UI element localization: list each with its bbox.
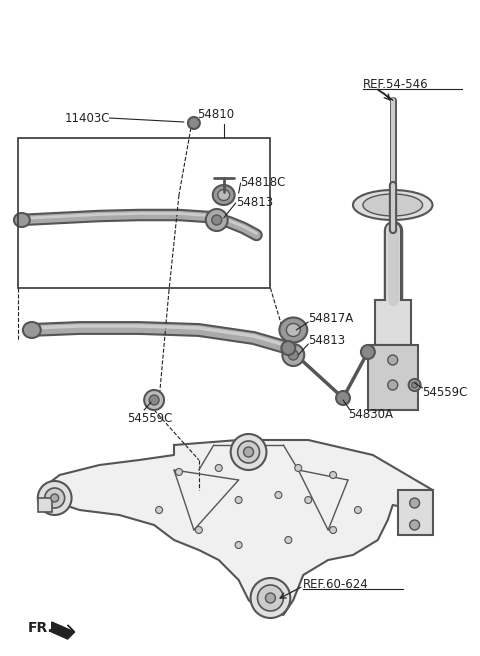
Circle shape xyxy=(215,464,222,472)
Circle shape xyxy=(243,447,253,457)
Circle shape xyxy=(354,506,361,514)
Polygon shape xyxy=(52,622,74,639)
Text: 54559C: 54559C xyxy=(127,411,173,424)
Circle shape xyxy=(388,380,398,390)
Circle shape xyxy=(361,345,375,359)
Circle shape xyxy=(330,527,336,533)
Circle shape xyxy=(38,481,72,515)
Circle shape xyxy=(295,464,302,472)
Bar xyxy=(368,345,418,410)
Circle shape xyxy=(231,434,266,470)
Bar xyxy=(38,498,52,512)
Text: 54817A: 54817A xyxy=(308,312,353,325)
Text: 54559C: 54559C xyxy=(422,386,468,398)
Text: 54830A: 54830A xyxy=(348,409,393,422)
Ellipse shape xyxy=(279,318,307,342)
Ellipse shape xyxy=(212,215,222,225)
Circle shape xyxy=(409,498,420,508)
Circle shape xyxy=(235,497,242,504)
Circle shape xyxy=(45,488,65,508)
Circle shape xyxy=(305,497,312,504)
Ellipse shape xyxy=(218,190,229,201)
Circle shape xyxy=(281,341,295,355)
Circle shape xyxy=(149,395,159,405)
Circle shape xyxy=(235,541,242,548)
Bar xyxy=(18,138,270,288)
Ellipse shape xyxy=(363,194,422,216)
Ellipse shape xyxy=(23,322,41,338)
Circle shape xyxy=(51,494,59,502)
Circle shape xyxy=(195,527,203,533)
Ellipse shape xyxy=(287,323,300,337)
Circle shape xyxy=(388,355,398,365)
Bar xyxy=(375,300,410,345)
Text: FR.: FR. xyxy=(28,621,54,635)
Circle shape xyxy=(285,537,292,544)
Circle shape xyxy=(330,472,336,478)
Circle shape xyxy=(251,578,290,618)
Text: 54813: 54813 xyxy=(308,333,345,346)
Circle shape xyxy=(412,382,418,388)
Circle shape xyxy=(409,520,420,530)
Text: 11403C: 11403C xyxy=(65,112,110,125)
Ellipse shape xyxy=(206,209,228,231)
Circle shape xyxy=(144,390,164,410)
Circle shape xyxy=(156,506,163,514)
Ellipse shape xyxy=(213,185,235,205)
Text: 54810: 54810 xyxy=(197,108,234,121)
Circle shape xyxy=(176,468,182,476)
Circle shape xyxy=(408,379,420,391)
Polygon shape xyxy=(40,440,432,615)
Circle shape xyxy=(336,391,350,405)
Circle shape xyxy=(265,593,276,603)
Text: 54818C: 54818C xyxy=(240,176,286,190)
Bar xyxy=(398,490,432,535)
Ellipse shape xyxy=(14,213,30,227)
Ellipse shape xyxy=(288,350,298,360)
Circle shape xyxy=(275,491,282,499)
Text: 54813: 54813 xyxy=(236,197,273,209)
Circle shape xyxy=(257,585,283,611)
Text: REF.60-624: REF.60-624 xyxy=(303,577,369,590)
Text: REF.54-546: REF.54-546 xyxy=(363,77,429,91)
Circle shape xyxy=(188,117,200,129)
Ellipse shape xyxy=(282,344,304,366)
Circle shape xyxy=(238,441,260,463)
Ellipse shape xyxy=(353,190,432,220)
